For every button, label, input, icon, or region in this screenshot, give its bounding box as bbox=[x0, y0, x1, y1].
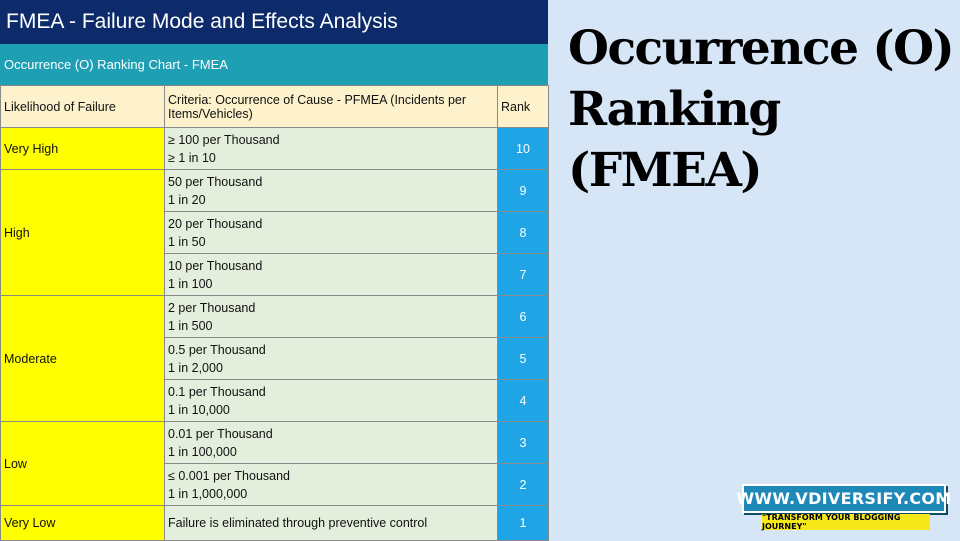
table-header-row: Likelihood of Failure Criteria: Occurren… bbox=[0, 85, 549, 128]
fmea-chart: FMEA - Failure Mode and Effects Analysis… bbox=[0, 0, 549, 541]
table-row: Very Low Failure is eliminated through p… bbox=[0, 505, 549, 541]
criteria-rate: 10 per Thousand bbox=[168, 258, 263, 273]
table-row: Very High ≥ 100 per Thousand ≥ 1 in 10 1… bbox=[0, 127, 549, 170]
criteria-ratio: 1 in 20 bbox=[168, 192, 206, 207]
rank-cell: 8 bbox=[497, 211, 549, 254]
banner-title: FMEA - Failure Mode and Effects Analysis bbox=[0, 0, 548, 44]
table-row: 20 per Thousand 1 in 50 8 bbox=[1, 211, 549, 254]
likelihood-very-low: Very Low bbox=[0, 505, 165, 541]
criteria-rate: 50 per Thousand bbox=[168, 174, 263, 189]
rank-cell: 6 bbox=[497, 295, 549, 338]
header-criteria: Criteria: Occurrence of Cause - PFMEA (I… bbox=[164, 85, 498, 128]
criteria-rate: 20 per Thousand bbox=[168, 216, 263, 231]
rank-cell: 5 bbox=[497, 337, 549, 380]
criteria-ratio: 1 in 50 bbox=[168, 234, 206, 249]
likelihood-high: High bbox=[0, 169, 165, 296]
criteria-rate: 0.1 per Thousand bbox=[168, 384, 266, 399]
criteria-rate: ≤ 0.001 per Thousand bbox=[168, 468, 290, 483]
table-row: 0.1 per Thousand 1 in 10,000 4 bbox=[1, 379, 549, 422]
criteria-cell: ≤ 0.001 per Thousand 1 in 1,000,000 bbox=[164, 463, 498, 506]
rank-cell: 3 bbox=[497, 421, 549, 464]
criteria-ratio: 1 in 2,000 bbox=[168, 360, 223, 375]
criteria-cell: ≥ 100 per Thousand ≥ 1 in 10 bbox=[164, 127, 498, 170]
criteria-cell: 10 per Thousand 1 in 100 bbox=[164, 253, 498, 296]
criteria-cell: 0.1 per Thousand 1 in 10,000 bbox=[164, 379, 498, 422]
rank-cell: 2 bbox=[497, 463, 549, 506]
rank-cell: 1 bbox=[497, 505, 549, 541]
criteria-cell: 0.5 per Thousand 1 in 2,000 bbox=[164, 337, 498, 380]
criteria-rate: ≥ 100 per Thousand bbox=[168, 132, 280, 147]
likelihood-low: Low bbox=[0, 421, 165, 506]
table-row: Low 0.01 per Thousand 1 in 100,000 3 bbox=[0, 421, 549, 506]
occurrence-ranking-table: Likelihood of Failure Criteria: Occurren… bbox=[0, 85, 549, 541]
criteria-ratio: 1 in 100 bbox=[168, 276, 213, 291]
criteria-rate: 0.01 per Thousand bbox=[168, 426, 273, 441]
side-title-line: Occurrence (O) bbox=[568, 21, 955, 76]
side-title-line: Ranking bbox=[568, 82, 781, 137]
table-row: 10 per Thousand 1 in 100 7 bbox=[1, 253, 549, 296]
likelihood-moderate: Moderate bbox=[0, 295, 165, 422]
chart-subheader: Occurrence (O) Ranking Chart - FMEA bbox=[0, 44, 548, 85]
table-row: ≤ 0.001 per Thousand 1 in 1,000,000 2 bbox=[1, 463, 549, 506]
criteria-ratio: ≥ 1 in 10 bbox=[168, 150, 216, 165]
table-row: Moderate 2 per Thousand 1 in 500 6 bbox=[0, 295, 549, 422]
table-row: High 50 per Thousand 1 in 20 9 bbox=[0, 169, 549, 296]
criteria-cell: Failure is eliminated through preventive… bbox=[164, 505, 498, 541]
rank-cell: 9 bbox=[497, 169, 549, 212]
header-likelihood: Likelihood of Failure bbox=[0, 85, 165, 128]
criteria-cell: 2 per Thousand 1 in 500 bbox=[164, 295, 498, 338]
criteria-ratio: 1 in 100,000 bbox=[168, 444, 237, 459]
criteria-cell: 20 per Thousand 1 in 50 bbox=[164, 211, 498, 254]
rank-cell: 7 bbox=[497, 253, 549, 296]
rank-cell: 10 bbox=[497, 127, 549, 170]
brand-slogan: "TRANSFORM YOUR BLOGGING JOURNEY" bbox=[762, 513, 930, 531]
criteria-rate: 2 per Thousand bbox=[168, 300, 256, 315]
header-rank: Rank bbox=[497, 85, 549, 128]
criteria-ratio: 1 in 10,000 bbox=[168, 402, 230, 417]
criteria-ratio: 1 in 500 bbox=[168, 318, 213, 333]
criteria-rate: 0.5 per Thousand bbox=[168, 342, 266, 357]
brand-logo-url: WWW.VDIVERSIFY.COM bbox=[736, 484, 951, 513]
criteria-ratio: 1 in 1,000,000 bbox=[168, 486, 248, 501]
criteria-cell: 50 per Thousand 1 in 20 bbox=[164, 169, 498, 212]
rank-cell: 4 bbox=[497, 379, 549, 422]
table-row: 0.5 per Thousand 1 in 2,000 5 bbox=[1, 337, 549, 380]
criteria-cell: 0.01 per Thousand 1 in 100,000 bbox=[164, 421, 498, 464]
side-title: Occurrence (O) Ranking (FMEA) bbox=[568, 18, 960, 201]
side-title-line: (FMEA) bbox=[568, 143, 763, 198]
likelihood-very-high: Very High bbox=[0, 127, 165, 170]
